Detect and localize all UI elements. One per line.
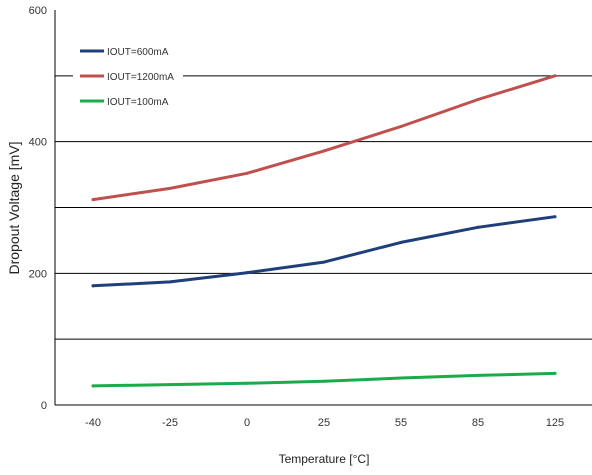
data-point bbox=[168, 186, 172, 190]
data-point bbox=[322, 379, 326, 383]
data-point bbox=[322, 149, 326, 153]
data-point bbox=[168, 280, 172, 284]
x-tick-label: 85 bbox=[472, 417, 484, 429]
data-point bbox=[553, 371, 557, 375]
x-tick-label: 0 bbox=[244, 417, 250, 429]
data-point bbox=[168, 383, 172, 387]
y-tick-label: 600 bbox=[29, 5, 47, 17]
data-point bbox=[476, 225, 480, 229]
legend-label: IOUT=600mA bbox=[107, 47, 169, 58]
data-point bbox=[91, 384, 95, 388]
data-point bbox=[399, 240, 403, 244]
y-axis-label: Dropout Voltage [mV] bbox=[6, 141, 22, 274]
legend: IOUT=600mA IOUT=1200mA IOUT=100mA bbox=[73, 38, 183, 118]
x-tick-label: 25 bbox=[318, 417, 330, 429]
x-tick-label: -40 bbox=[85, 417, 101, 429]
data-point bbox=[553, 74, 557, 78]
y-tick-label: 400 bbox=[29, 137, 47, 149]
legend-label: IOUT=100mA bbox=[107, 97, 169, 108]
x-tick-label: 55 bbox=[395, 417, 407, 429]
data-point bbox=[476, 373, 480, 377]
data-point bbox=[245, 171, 249, 175]
axes: 0 200 400 600 -40 -25 0 25 55 85 125 bbox=[29, 5, 592, 429]
data-point bbox=[91, 284, 95, 288]
data-point bbox=[553, 215, 557, 219]
x-tick-label: -25 bbox=[162, 417, 178, 429]
data-point bbox=[245, 381, 249, 385]
series-line bbox=[91, 371, 557, 388]
y-tick-label: 200 bbox=[29, 268, 47, 280]
data-point bbox=[322, 260, 326, 264]
data-point bbox=[91, 198, 95, 202]
y-tick-label: 0 bbox=[41, 400, 47, 412]
series-line bbox=[91, 215, 557, 288]
data-point bbox=[245, 271, 249, 275]
x-axis-label: Temperature [°C] bbox=[279, 452, 370, 466]
legend-label: IOUT=1200mA bbox=[107, 72, 174, 83]
data-point bbox=[399, 376, 403, 380]
data-point bbox=[399, 125, 403, 129]
data-point bbox=[476, 98, 480, 102]
x-tick-label: 125 bbox=[546, 417, 564, 429]
series-lines bbox=[91, 74, 557, 388]
